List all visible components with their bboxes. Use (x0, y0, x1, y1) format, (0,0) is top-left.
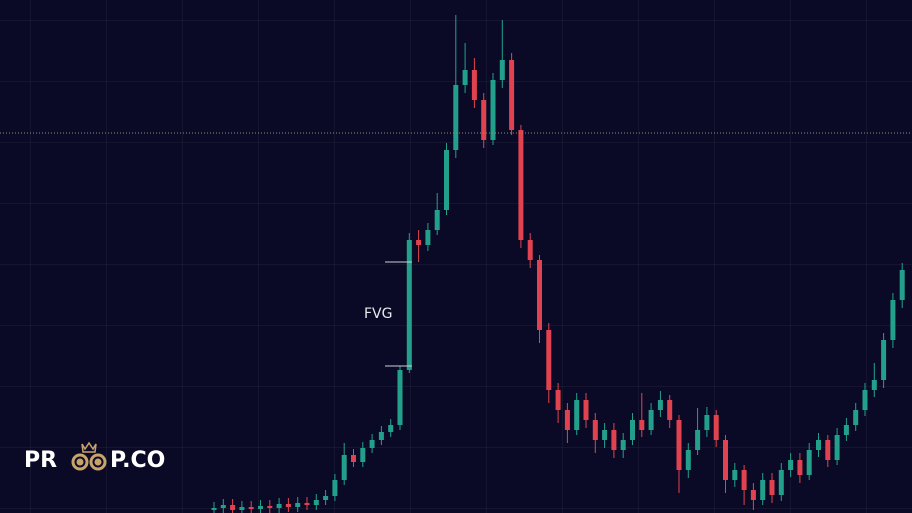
candle-body (611, 430, 617, 450)
candle-body (285, 504, 291, 507)
candle-body (555, 390, 561, 410)
candle-body (899, 270, 905, 300)
candle-body (248, 507, 254, 509)
candle-body (276, 504, 282, 508)
candle-body (490, 80, 496, 140)
candle-body (462, 70, 468, 85)
candle-body (378, 432, 384, 440)
candle-body (881, 340, 887, 380)
candle-body (723, 440, 728, 480)
candle-body (695, 430, 701, 450)
candle-body (434, 210, 440, 230)
candle-body (351, 455, 356, 462)
candle-body (704, 415, 710, 430)
candle-body (295, 503, 301, 507)
candle-body (267, 506, 273, 508)
candle-body (853, 410, 859, 425)
candle-body (220, 505, 226, 508)
candle-body (341, 455, 347, 480)
candle-body (862, 390, 868, 410)
candle-body (602, 430, 608, 440)
candle-body (732, 470, 738, 480)
candle-body (750, 490, 756, 500)
logo-right: P.CO (110, 448, 165, 473)
candle-body (834, 435, 840, 460)
candle-body (657, 400, 663, 410)
candle-body (406, 240, 412, 370)
candle-body (313, 500, 319, 505)
candle-body (471, 70, 477, 100)
watermark: PR P.CO (24, 441, 165, 473)
candle-body (685, 450, 691, 470)
candle-body (574, 400, 580, 430)
candle-body (258, 506, 263, 509)
candle-body (211, 508, 217, 510)
candle-body (667, 400, 673, 420)
candle-body (648, 410, 654, 430)
candle-body (890, 300, 896, 340)
candle-body (509, 60, 515, 130)
candle-body (425, 230, 431, 245)
candle-body (797, 460, 803, 475)
candle-body (592, 420, 598, 440)
candle-body (388, 425, 394, 432)
candle-body (416, 240, 422, 245)
logo-icon (71, 441, 107, 471)
candle-body (537, 260, 542, 330)
candle-body (769, 480, 775, 495)
candle-body (332, 480, 338, 496)
candle-body (788, 460, 794, 470)
candle-body (518, 130, 524, 240)
candle-body (639, 420, 645, 430)
candles (0, 15, 912, 513)
candle-body (397, 370, 403, 425)
candle-body (825, 440, 831, 460)
candle-body (760, 480, 766, 500)
candle-body (583, 400, 589, 420)
candle-body (806, 450, 812, 475)
candle-body (843, 425, 849, 435)
candle-body (676, 420, 682, 470)
candle-body (778, 470, 784, 495)
candle-body (546, 330, 552, 390)
candle-body (453, 85, 459, 150)
candle-body (620, 440, 626, 450)
candle-body (527, 240, 533, 260)
candle-body (816, 440, 821, 450)
candle-body (871, 380, 877, 390)
candle-body (630, 420, 635, 440)
candle-body (741, 470, 747, 490)
candle-body (499, 60, 505, 80)
candle-body (239, 507, 245, 510)
annotation: FVG (364, 306, 392, 322)
candle-body (444, 150, 449, 210)
candle-body (230, 505, 236, 510)
logo-left: PR (24, 448, 57, 473)
candle-body (360, 448, 366, 462)
candle-body (564, 410, 570, 430)
candle-body (304, 503, 310, 505)
candle-body (369, 440, 375, 448)
candle-body (713, 415, 719, 440)
candle-body (323, 496, 329, 500)
candle-body (481, 100, 487, 140)
